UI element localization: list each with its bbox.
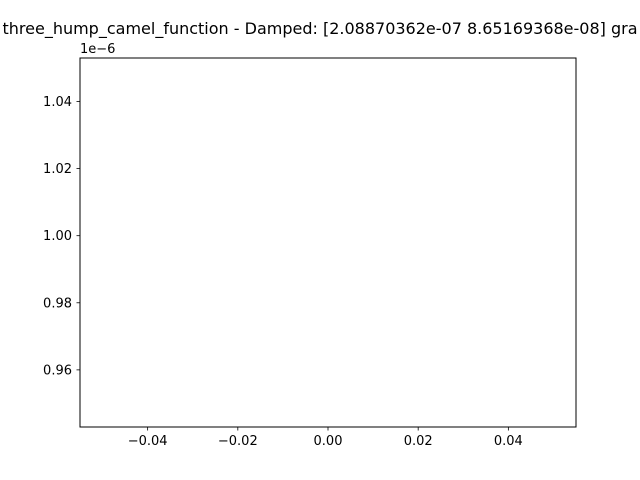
- chart-title: three_hump_camel_function - Damped: [2.0…: [2, 19, 637, 39]
- y-tick-label: 1.04: [43, 95, 72, 110]
- y-tick-label: 1.00: [43, 229, 72, 244]
- y-axis: 0.96 0.98 1.00 1.02 1.04: [43, 95, 80, 378]
- plot-area: [79, 57, 577, 428]
- y-axis-offset-label: 1e−6: [80, 42, 115, 57]
- x-tick-label: 0.00: [314, 434, 343, 449]
- y-tick-label: 0.98: [43, 296, 72, 311]
- x-axis: −0.04 −0.02 0.00 0.02 0.04: [128, 427, 523, 449]
- y-tick-label: 1.02: [43, 162, 72, 177]
- x-tick-label: −0.04: [128, 434, 168, 449]
- y-tick-label: 0.96: [43, 363, 72, 378]
- x-tick-label: 0.02: [404, 434, 433, 449]
- x-tick-label: 0.04: [494, 434, 523, 449]
- x-tick-label: −0.02: [218, 434, 258, 449]
